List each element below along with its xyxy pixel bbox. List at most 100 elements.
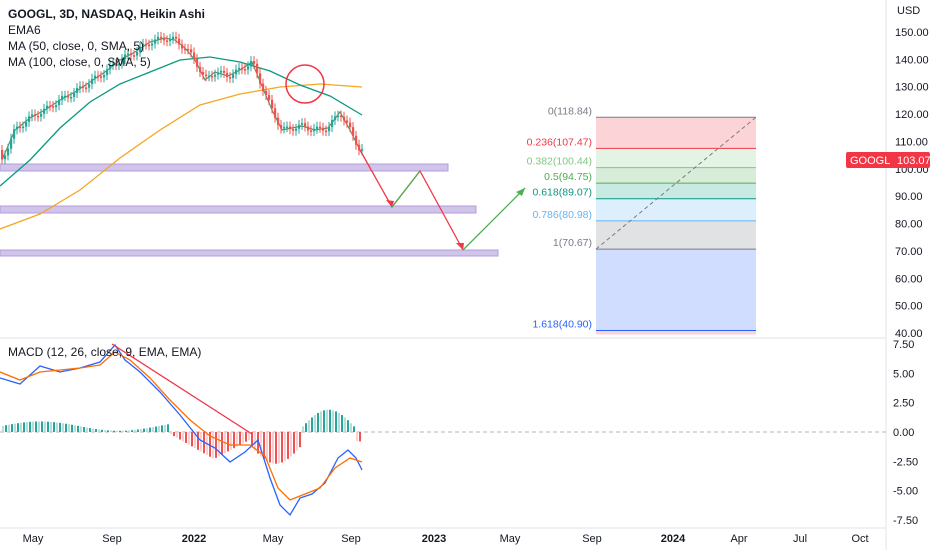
candle-body <box>208 75 211 78</box>
badge-background <box>846 152 930 168</box>
indicator-ema6[interactable]: EMA6 <box>8 23 41 37</box>
support-zone-upper[interactable] <box>0 163 449 172</box>
drawings[interactable] <box>285 64 526 251</box>
candle-body <box>109 65 112 70</box>
candle-body <box>298 124 301 129</box>
signal-line <box>0 351 363 501</box>
macd-histogram-bar <box>188 432 190 445</box>
candle-body <box>283 127 286 129</box>
macd-histogram-bar <box>254 432 256 451</box>
candle-body <box>316 126 319 129</box>
macd-histogram-bar <box>239 432 241 445</box>
macd-histogram-bar <box>17 423 19 432</box>
macd-histogram-bar <box>62 423 64 432</box>
projection-up-1[interactable] <box>391 170 421 208</box>
macd-trend-line[interactable] <box>111 343 253 435</box>
macd-histogram-bar <box>161 425 163 432</box>
macd-histogram-bar <box>20 422 22 432</box>
macd-histogram-bar <box>167 424 169 432</box>
indicator-ma50[interactable]: MA (50, close, 0, SMA, 5) <box>8 39 145 53</box>
time-tick-label: 2023 <box>422 533 446 545</box>
heikin-ashi-candles <box>1 31 364 165</box>
macd-histogram-bar <box>134 429 136 432</box>
candle-body <box>16 126 19 130</box>
candle-body <box>238 67 241 70</box>
fib-retracement[interactable]: 0(118.84) 0.236(107.47) 0.382(100.44) 0.5(9… <box>527 105 757 335</box>
candle-body <box>232 74 235 78</box>
candle-body <box>289 126 292 130</box>
candle-body <box>223 70 226 73</box>
macd-histogram-bar <box>116 430 118 432</box>
fib-level-label: 1.618(40.90) <box>532 319 592 331</box>
macd-histogram-bar <box>353 426 355 432</box>
candle-body <box>145 43 148 46</box>
candle-body <box>304 123 307 127</box>
macd-histogram-bar <box>323 410 325 432</box>
candle-body <box>343 116 346 121</box>
time-tick-label: Oct <box>851 533 868 545</box>
time-tick-label: 2022 <box>182 533 206 545</box>
macd-histogram-bar <box>86 427 88 432</box>
candle-body <box>169 38 172 42</box>
candle-body <box>88 84 91 88</box>
candle-body <box>184 48 187 51</box>
macd-histogram-bar <box>131 430 133 432</box>
symbol-title[interactable]: GOOGL, 3D, NASDAQ, Heikin Ashi <box>8 7 205 21</box>
candle-body <box>256 63 259 74</box>
macd-histogram-bar <box>359 432 361 442</box>
candle-body <box>100 76 103 78</box>
macd-histogram-bar <box>260 432 262 457</box>
candle-body <box>337 115 340 118</box>
macd-title[interactable]: MACD (12, 26, close, 9, EMA, EMA) <box>8 345 202 359</box>
macd-tick-label: -7.50 <box>893 515 918 527</box>
projection-up-2[interactable] <box>462 187 526 251</box>
macd-legend[interactable]: MACD (12, 26, close, 9, EMA, EMA) <box>8 344 201 360</box>
candle-body <box>52 106 55 108</box>
highlight-circle[interactable] <box>285 64 325 104</box>
arrow-head <box>386 200 394 207</box>
candle-body <box>37 115 40 118</box>
main-legend[interactable]: GOOGL, 3D, NASDAQ, Heikin Ashi EMA6 MA (… <box>8 6 205 70</box>
fib-band <box>596 167 756 184</box>
macd-tick-label: 2.50 <box>893 398 914 410</box>
macd-histogram-bar <box>293 432 295 454</box>
price-axis[interactable]: 150.00140.00130.00120.00110.00100.0090.0… <box>895 27 929 340</box>
macd-histogram-bar <box>98 429 100 432</box>
support-zone-middle[interactable] <box>0 205 477 214</box>
macd-histogram-bar <box>44 421 46 432</box>
candle-body <box>307 126 310 131</box>
candle-body <box>286 126 289 129</box>
macd-histogram-bar <box>137 429 139 432</box>
fib-level-label: 0.786(80.98) <box>532 209 592 221</box>
candle-body <box>13 129 16 139</box>
macd-histogram-bar <box>59 422 61 432</box>
price-tick-label: 110.00 <box>895 136 928 148</box>
macd-histogram-bar <box>83 426 85 432</box>
macd-axis[interactable]: 7.50 5.00 2.50 0.00 -2.50 -5.00 -7.50 <box>893 339 918 527</box>
time-axis[interactable]: May Sep 2022 May Sep 2023 May Sep 2024 Apr Jul Oct <box>23 533 869 545</box>
time-tick-label: May <box>23 533 44 545</box>
candle-body <box>322 127 325 131</box>
indicator-ma100[interactable]: MA (100, close, 0, SMA, 5) <box>8 55 151 69</box>
macd-histogram-bar <box>80 426 82 432</box>
candle-body <box>76 88 79 93</box>
macd-histogram-bar <box>77 425 79 432</box>
candle-body <box>310 130 313 132</box>
macd-histogram-bar <box>236 432 238 447</box>
macd-histogram-bar <box>29 421 31 432</box>
fib-level-label: 0.382(100.44) <box>527 156 592 168</box>
candle-body <box>94 75 97 79</box>
candle-body <box>61 95 64 100</box>
candle-body <box>136 51 139 56</box>
support-zone-lower[interactable] <box>0 249 499 257</box>
candle-body <box>139 46 142 52</box>
macd-histogram-bar <box>242 432 244 444</box>
macd-histogram-bar <box>53 422 55 432</box>
macd-histogram-bar <box>56 422 58 432</box>
macd-histogram-bar <box>299 432 301 448</box>
candle-body <box>235 69 238 75</box>
macd-histogram-bar <box>278 432 280 464</box>
macd-histogram-bar <box>245 432 247 442</box>
macd-histogram-bar <box>233 432 235 449</box>
